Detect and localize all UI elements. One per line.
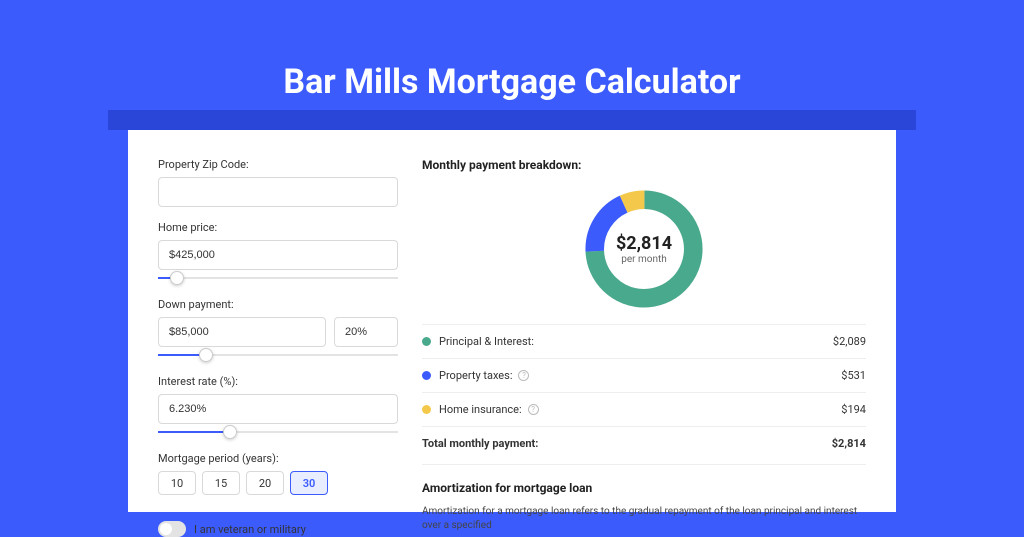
breakdown-row: Property taxes:? $531 bbox=[422, 358, 866, 392]
donut-center: $2,814 per month bbox=[579, 184, 709, 314]
calculator-card: Property Zip Code: Home price: Down paym… bbox=[128, 130, 896, 512]
home-price-input[interactable] bbox=[158, 240, 398, 270]
donut-sub: per month bbox=[621, 254, 667, 265]
interest-rate-label: Interest rate (%): bbox=[158, 375, 398, 388]
period-button-30[interactable]: 30 bbox=[290, 471, 328, 495]
down-payment-amount-input[interactable] bbox=[158, 317, 326, 347]
total-value: $2,814 bbox=[832, 437, 866, 450]
veteran-toggle[interactable] bbox=[158, 521, 186, 537]
period-button-15[interactable]: 15 bbox=[202, 471, 240, 495]
breakdown-value: $2,089 bbox=[833, 335, 866, 348]
slider-thumb[interactable] bbox=[223, 425, 237, 439]
interest-rate-input[interactable] bbox=[158, 394, 398, 424]
slider-track bbox=[158, 277, 398, 279]
down-payment-slider[interactable] bbox=[158, 349, 398, 361]
amortization-title: Amortization for mortgage loan bbox=[422, 481, 866, 495]
amortization-section: Amortization for mortgage loan Amortizat… bbox=[422, 464, 866, 533]
help-icon[interactable]: ? bbox=[528, 404, 539, 415]
veteran-label: I am veteran or military bbox=[194, 523, 306, 536]
breakdown-label: Home insurance: bbox=[439, 403, 522, 416]
amortization-text: Amortization for a mortgage loan refers … bbox=[422, 505, 866, 533]
down-payment-label: Down payment: bbox=[158, 298, 398, 311]
donut-area: $2,814 per month bbox=[422, 176, 866, 320]
header-banner bbox=[108, 110, 916, 130]
legend-dot bbox=[422, 405, 431, 414]
total-label: Total monthly payment: bbox=[422, 437, 538, 450]
help-icon[interactable]: ? bbox=[518, 370, 529, 381]
slider-thumb[interactable] bbox=[170, 271, 184, 285]
period-row: 10152030 bbox=[158, 471, 398, 495]
legend-dot bbox=[422, 371, 431, 380]
donut-amount: $2,814 bbox=[616, 233, 672, 254]
veteran-row: I am veteran or military bbox=[158, 521, 398, 537]
period-button-20[interactable]: 20 bbox=[246, 471, 284, 495]
breakdown-title: Monthly payment breakdown: bbox=[422, 158, 866, 172]
page-root: Bar Mills Mortgage Calculator Property Z… bbox=[0, 0, 1024, 512]
breakdown-label: Principal & Interest: bbox=[439, 335, 534, 348]
slider-thumb[interactable] bbox=[199, 348, 213, 362]
breakdown-label: Property taxes: bbox=[439, 369, 512, 382]
slider-fill bbox=[158, 431, 230, 433]
breakdown-row: Home insurance:? $194 bbox=[422, 392, 866, 426]
home-price-label: Home price: bbox=[158, 221, 398, 234]
down-payment-percent-input[interactable] bbox=[334, 317, 398, 347]
zip-label: Property Zip Code: bbox=[158, 158, 398, 171]
breakdown-value: $531 bbox=[841, 369, 866, 382]
zip-input[interactable] bbox=[158, 177, 398, 207]
period-label: Mortgage period (years): bbox=[158, 452, 398, 465]
breakdown-row: Principal & Interest: $2,089 bbox=[422, 324, 866, 358]
donut-chart: $2,814 per month bbox=[579, 184, 709, 314]
page-title: Bar Mills Mortgage Calculator bbox=[0, 0, 1024, 102]
period-button-10[interactable]: 10 bbox=[158, 471, 196, 495]
legend-dot bbox=[422, 337, 431, 346]
home-price-slider[interactable] bbox=[158, 272, 398, 284]
down-payment-row bbox=[158, 317, 398, 347]
form-column: Property Zip Code: Home price: Down paym… bbox=[158, 154, 398, 512]
breakdown-value: $194 bbox=[841, 403, 866, 416]
breakdown-column: Monthly payment breakdown: $2,814 per mo… bbox=[422, 154, 866, 512]
interest-rate-slider[interactable] bbox=[158, 426, 398, 438]
breakdown-total-row: Total monthly payment: $2,814 bbox=[422, 426, 866, 460]
